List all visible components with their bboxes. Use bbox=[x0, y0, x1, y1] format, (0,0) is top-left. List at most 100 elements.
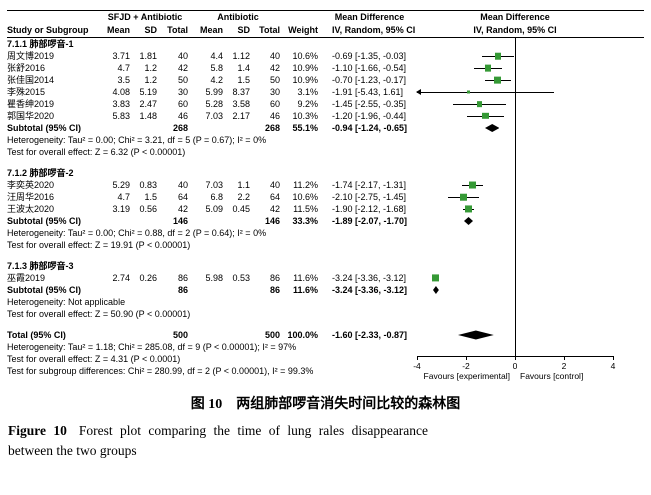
sd-exp: 1.81 bbox=[139, 50, 157, 61]
study-name: 瞿香绅2019 bbox=[7, 98, 55, 109]
mean-ctl: 5.8 bbox=[210, 62, 223, 73]
total-ctl: 146 bbox=[264, 215, 280, 226]
weight: 55.1% bbox=[292, 122, 318, 133]
col-header-total-ctl: Total bbox=[259, 25, 280, 35]
study-name: 汪周华2016 bbox=[7, 191, 55, 202]
axis-tick bbox=[514, 356, 516, 360]
forest-row-note: Test for overall effect: Z = 19.91 (P < … bbox=[0, 239, 651, 251]
weight: 3.1% bbox=[297, 86, 318, 97]
total-exp: 40 bbox=[177, 50, 188, 61]
ci-plot-cell bbox=[417, 98, 651, 110]
total-ctl: 42 bbox=[269, 62, 280, 73]
total-exp: 86 bbox=[177, 272, 188, 283]
total-exp: 64 bbox=[177, 191, 188, 202]
sd-exp: 0.83 bbox=[139, 179, 157, 190]
sd-exp: 1.2 bbox=[144, 62, 157, 73]
forest-row-study: 巫霞2019 2.74 0.26 86 5.98 0.53 86 11.6% -3.24 [-3… bbox=[0, 272, 651, 284]
mean-exp: 3.19 bbox=[112, 203, 130, 214]
weight: 100.0% bbox=[287, 329, 318, 340]
mean-ctl: 4.2 bbox=[210, 74, 223, 85]
caption-english-figure-label: Figure 10 bbox=[8, 423, 67, 438]
mean-exp: 4.7 bbox=[117, 62, 130, 73]
favours-left-label: Favours [experimental] bbox=[423, 371, 510, 381]
total-ctl: 30 bbox=[269, 86, 280, 97]
pooled-diamond bbox=[484, 124, 500, 132]
sd-exp: 1.5 bbox=[144, 191, 157, 202]
forest-row-blank bbox=[0, 251, 651, 260]
forest-row-study: 周文博2019 3.71 1.81 40 4.4 1.12 40 10.6% -0.69 [-1… bbox=[0, 50, 651, 62]
effect-square bbox=[482, 112, 489, 120]
weight: 11.5% bbox=[293, 203, 318, 214]
total-ctl: 60 bbox=[269, 98, 280, 109]
weight: 10.9% bbox=[292, 74, 318, 85]
mean-exp: 3.83 bbox=[112, 98, 130, 109]
note-text: Heterogeneity: Tau² = 1.18; Chi² = 285.0… bbox=[7, 341, 297, 352]
col-header-sd-exp: SD bbox=[144, 25, 157, 35]
caption-english-line1: Figure 10 Forest plot comparing the time … bbox=[8, 421, 643, 441]
weight: 10.6% bbox=[292, 50, 318, 61]
mean-exp: 4.08 bbox=[112, 86, 130, 97]
note-text: Test for overall effect: Z = 19.91 (P < … bbox=[7, 239, 191, 250]
ci-text: -1.10 [-1.66, -0.54] bbox=[332, 62, 407, 73]
axis-tick bbox=[563, 356, 565, 360]
mean-difference-header-text: Mean Difference bbox=[334, 12, 405, 22]
note-text: Heterogeneity: Tau² = 0.00; Chi² = 0.88,… bbox=[7, 227, 267, 238]
study-name: 周文博2019 bbox=[7, 50, 55, 61]
note-text: Test for subgroup differences: Chi² = 28… bbox=[7, 365, 314, 376]
ci-text: -1.91 [-5.43, 1.61] bbox=[332, 86, 404, 97]
ci-arrow-left bbox=[416, 89, 421, 95]
study-name: Subtotal (95% CI) bbox=[7, 122, 82, 133]
mean-ctl: 7.03 bbox=[205, 179, 223, 190]
weight: 10.6% bbox=[292, 191, 318, 202]
subgroup-label: 7.1.1 肺部啰音-1 bbox=[7, 38, 74, 49]
ci-plot-cell bbox=[417, 329, 651, 341]
col-header-sd-ctl: SD bbox=[237, 25, 250, 35]
mean-exp: 5.29 bbox=[112, 179, 130, 190]
effect-square bbox=[460, 193, 467, 201]
note-text: Test for overall effect: Z = 6.32 (P < 0… bbox=[7, 146, 186, 157]
total-ctl: 64 bbox=[269, 191, 280, 202]
ci-text: -0.69 [-1.35, -0.03] bbox=[332, 50, 407, 61]
ci-text: -3.24 [-3.36, -3.12] bbox=[332, 272, 407, 283]
total-ctl: 50 bbox=[269, 74, 280, 85]
col-header-mean-ctl: Mean bbox=[199, 25, 223, 35]
mean-exp: 2.74 bbox=[112, 272, 130, 283]
sd-ctl: 0.45 bbox=[232, 203, 250, 214]
total-exp: 42 bbox=[177, 203, 188, 214]
mean-ctl: 5.09 bbox=[205, 203, 223, 214]
total-exp: 30 bbox=[177, 86, 188, 97]
mean-exp: 5.83 bbox=[112, 110, 130, 121]
forest-row-subgroup: 7.1.3 肺部啰音-3 bbox=[0, 260, 651, 272]
col-header-study: Study or Subgroup bbox=[7, 25, 89, 35]
weight: 11.6% bbox=[292, 284, 318, 295]
forest-row-study: 郭国华2020 5.83 1.48 46 7.03 2.17 46 10.3% -1.20 [-… bbox=[0, 110, 651, 122]
sd-ctl: 1.4 bbox=[237, 62, 250, 73]
caption-english-text1: Forest plot comparing the time of lung r… bbox=[78, 423, 429, 438]
col-header-total-exp: Total bbox=[167, 25, 188, 35]
forest-row-note: Test for subgroup differences: Chi² = 28… bbox=[0, 365, 651, 377]
col-header-ci-plot: IV, Random, 95% CI bbox=[473, 25, 557, 35]
sd-exp: 0.26 bbox=[139, 272, 157, 283]
forest-row-subtotal: Subtotal (95% CI) 86 86 11.6% -3.24 [-3.36, … bbox=[0, 284, 651, 296]
total-ctl: 86 bbox=[269, 284, 280, 295]
axis-tick-label: -4 bbox=[413, 361, 421, 371]
caption-english-line2: between the two groups bbox=[8, 443, 137, 459]
total-ctl: 500 bbox=[264, 329, 280, 340]
study-name: 郭国华2020 bbox=[7, 110, 55, 121]
col-header-ci: IV, Random, 95% CI bbox=[332, 25, 416, 35]
forest-row-subgroup: 7.1.2 肺部啰音-2 bbox=[0, 167, 651, 179]
total-exp: 146 bbox=[172, 215, 188, 226]
forest-row-study: 王波太2020 3.19 0.56 42 5.09 0.45 42 11.5% -1.90 [-… bbox=[0, 203, 651, 215]
study-name: 王波太2020 bbox=[7, 203, 55, 214]
total-exp: 42 bbox=[177, 62, 188, 73]
weight: 11.2% bbox=[293, 179, 318, 190]
effect-square bbox=[476, 101, 483, 107]
axis-tick-label: 2 bbox=[561, 361, 567, 371]
ci-plot-cell bbox=[417, 191, 651, 203]
study-name: 巫霞2019 bbox=[7, 272, 46, 283]
col-header-mean-exp: Mean bbox=[106, 25, 130, 35]
note-text: Heterogeneity: Tau² = 0.00; Chi² = 3.21,… bbox=[7, 134, 267, 145]
study-name: 李殊2015 bbox=[7, 86, 46, 97]
note-text: Test for overall effect: Z = 50.90 (P < … bbox=[7, 308, 191, 319]
